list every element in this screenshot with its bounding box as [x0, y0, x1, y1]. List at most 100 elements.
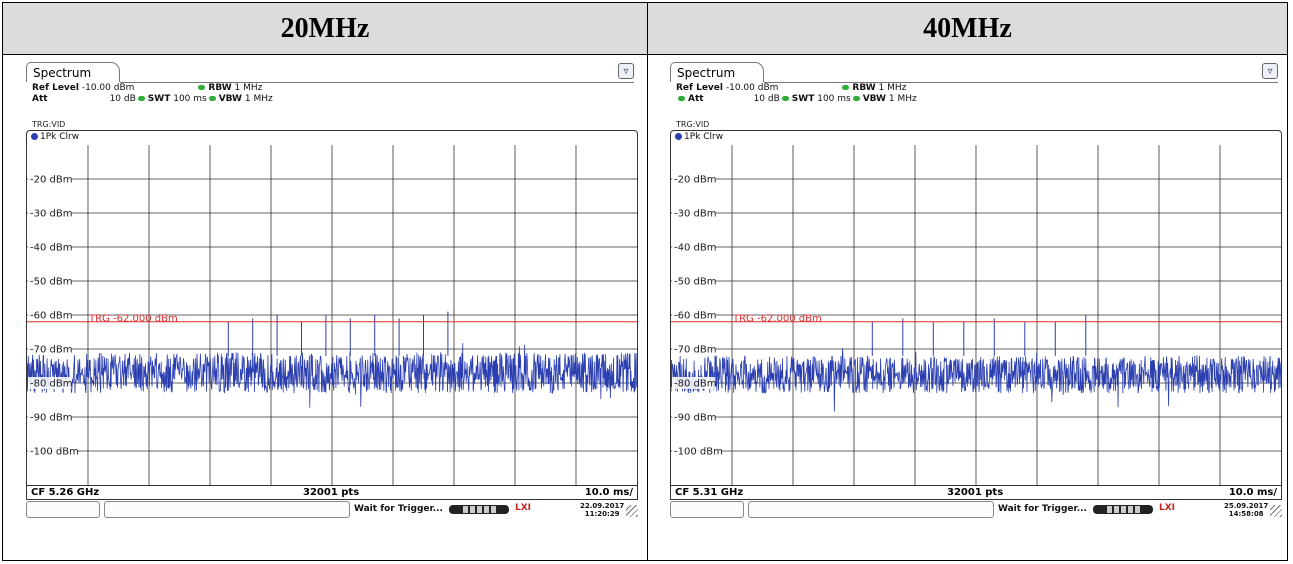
- ref-level-value: -10.00 dBm: [81, 83, 135, 93]
- status-field-left[interactable]: [26, 501, 100, 518]
- att-label: Att: [688, 94, 704, 104]
- trace-window: 1Pk Clrw TRG -62.000 dBm -20 dBm -30 dBm -4…: [670, 130, 1282, 486]
- y-tick-label: -80 dBm: [30, 379, 72, 390]
- y-tick-label-bg: [28, 275, 72, 287]
- time: 11:20:29: [584, 510, 620, 518]
- tab-spectrum[interactable]: Spectrum: [26, 62, 120, 82]
- y-tick-label-bg: [672, 173, 716, 185]
- center-frequency: CF 5.26 GHz: [31, 487, 100, 498]
- vbw-value: 1 MHz: [244, 94, 273, 104]
- status-field-left[interactable]: [670, 501, 744, 518]
- timestamp: 25.09.2017 14:58:08: [1224, 502, 1268, 518]
- trigger-mode: TRG:VID: [32, 120, 66, 129]
- y-tick-label: -30 dBm: [674, 209, 716, 220]
- lxi-icon: LXI: [515, 503, 532, 513]
- trace-line: [671, 348, 1281, 412]
- spectrum-analyzer-screen-40mhz: Spectrum ▿ Ref Level -10.00 dBm RBW 1 MHz…: [668, 60, 1284, 520]
- vbw-indicator-icon: [852, 96, 860, 101]
- y-tick-label-bg: [28, 343, 72, 355]
- spectrum-plot: TRG -62.000 dBm -20 dBm -30 dBm -40 dBm -50 …: [27, 145, 637, 485]
- status-bar: Wait for Trigger... LXI 25.09.2017 14:58:…: [668, 500, 1284, 520]
- date: 25.09.2017: [1224, 502, 1269, 510]
- y-tick-label: -80 dBm: [674, 379, 716, 390]
- lxi-icon: LXI: [1159, 503, 1176, 513]
- status-bar: Wait for Trigger... LXI 22.09.2017 11:20:…: [24, 500, 640, 520]
- spectrum-plot: TRG -62.000 dBm -20 dBm -30 dBm -40 dBm -50 …: [671, 145, 1281, 485]
- y-tick-label-bg: [672, 309, 716, 321]
- y-tick-label: -40 dBm: [674, 243, 716, 254]
- status-field-message[interactable]: [748, 501, 994, 518]
- trace-name: 1Pk Clrw: [40, 132, 80, 142]
- swt-value: 100 ms: [817, 94, 851, 104]
- y-tick-label: -30 dBm: [30, 209, 72, 220]
- att-label: Att: [32, 94, 48, 104]
- measurement-settings: Ref Level -10.00 dBm RBW 1 MHz Att 10 dB SW…: [676, 83, 917, 105]
- trace-window: 1Pk Clrw TRG -62.000 dBm -20 dBm -30 dBm -4…: [26, 130, 638, 486]
- att-value: 10 dB: [109, 94, 136, 104]
- y-tick-label-bg: [28, 241, 72, 253]
- vbw-value: 1 MHz: [888, 94, 917, 104]
- resize-grip-icon[interactable]: [1270, 505, 1282, 517]
- rbw-label: RBW: [852, 83, 876, 93]
- tab-underline: [764, 82, 1278, 83]
- y-tick-label-bg: [28, 207, 72, 219]
- y-tick-label: -90 dBm: [674, 413, 716, 424]
- swt-value: 100 ms: [173, 94, 207, 104]
- timestamp: 22.09.2017 11:20:29: [580, 502, 624, 518]
- y-tick-label-bg: [672, 241, 716, 253]
- att-indicator-icon: [678, 96, 685, 101]
- y-tick-label: -70 dBm: [674, 345, 716, 356]
- ref-level-label: Ref Level: [676, 83, 723, 93]
- plot-footer: CF 5.26 GHz 32001 pts 10.0 ms/: [26, 486, 638, 500]
- y-tick-label-bg: [28, 445, 77, 457]
- swt-indicator-icon: [137, 96, 145, 101]
- y-tick-label: -20 dBm: [30, 175, 72, 186]
- y-tick-label: -20 dBm: [674, 175, 716, 186]
- status-field-message[interactable]: [104, 501, 350, 518]
- rbw-indicator-icon: [842, 85, 850, 90]
- trace-label: 1Pk Clrw: [675, 132, 723, 142]
- progress-bar: [1093, 505, 1153, 514]
- y-tick-label-bg: [672, 275, 716, 287]
- rbw-value: 1 MHz: [234, 83, 263, 93]
- sweep-points: 32001 pts: [947, 487, 1004, 498]
- y-tick-label-bg: [28, 309, 72, 321]
- y-tick-label: -50 dBm: [30, 277, 72, 288]
- y-tick-label-bg: [28, 377, 72, 389]
- rbw-indicator-icon: [198, 85, 206, 90]
- measurement-settings: Ref Level -10.00 dBm RBW 1 MHz Att 10 dB SW…: [32, 83, 273, 105]
- y-tick-label: -100 dBm: [674, 447, 723, 458]
- menu-icon[interactable]: ▿: [618, 63, 634, 79]
- swt-label: SWT: [791, 94, 815, 104]
- vbw-label: VBW: [862, 94, 886, 104]
- trace-label: 1Pk Clrw: [31, 132, 79, 142]
- time: 14:58:08: [1228, 510, 1264, 518]
- header-40mhz: 40MHz: [648, 3, 1287, 55]
- y-tick-label: -60 dBm: [30, 311, 72, 322]
- y-tick-label: -40 dBm: [30, 243, 72, 254]
- y-tick-label-bg: [672, 445, 721, 457]
- att-value: 10 dB: [753, 94, 780, 104]
- trace-name: 1Pk Clrw: [684, 132, 724, 142]
- trigger-mode: TRG:VID: [676, 120, 710, 129]
- swt-label: SWT: [147, 94, 171, 104]
- rbw-label: RBW: [208, 83, 232, 93]
- resize-grip-icon[interactable]: [626, 505, 638, 517]
- y-tick-label-bg: [672, 377, 716, 389]
- plot-footer: CF 5.31 GHz 32001 pts 10.0 ms/: [670, 486, 1282, 500]
- swt-indicator-icon: [781, 96, 789, 101]
- tab-underline: [120, 82, 634, 83]
- vbw-indicator-icon: [208, 96, 216, 101]
- status-message: Wait for Trigger...: [998, 504, 1087, 514]
- center-frequency: CF 5.31 GHz: [675, 487, 744, 498]
- ref-level-label: Ref Level: [32, 83, 79, 93]
- y-tick-label-bg: [672, 411, 716, 423]
- y-tick-label: -100 dBm: [30, 447, 79, 458]
- status-message: Wait for Trigger...: [354, 504, 443, 514]
- header-20mhz: 20MHz: [3, 3, 647, 55]
- rbw-value: 1 MHz: [878, 83, 907, 93]
- time-per-division: 10.0 ms/: [584, 487, 633, 498]
- tab-spectrum[interactable]: Spectrum: [670, 62, 764, 82]
- trigger-level-label: TRG -62.000 dBm: [732, 313, 822, 324]
- menu-icon[interactable]: ▿: [1262, 63, 1278, 79]
